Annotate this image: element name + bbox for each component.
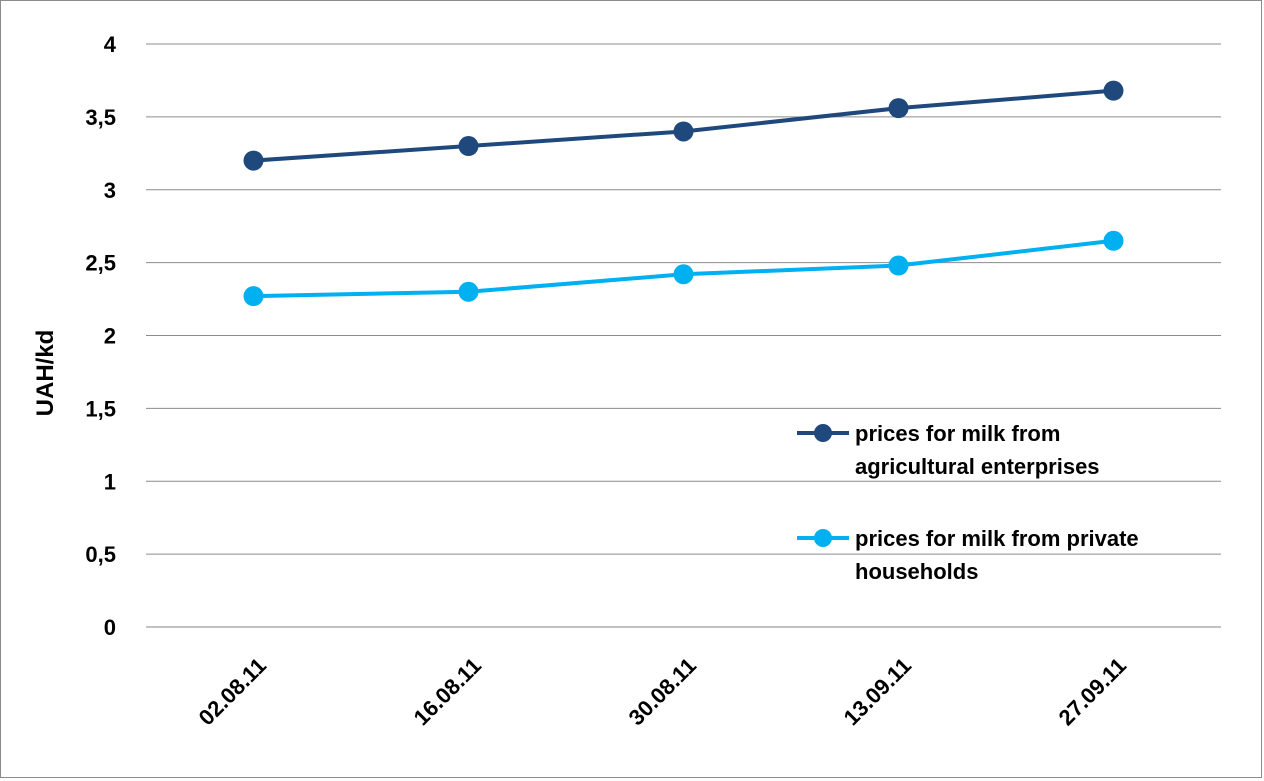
legend-item-2: prices for milk from private households <box>797 526 1139 584</box>
series-1 <box>243 80 1124 171</box>
x-tick-label: 27.09.11 <box>1054 653 1131 730</box>
data-point <box>458 281 479 302</box>
y-tick-label: 2,5 <box>85 251 116 276</box>
y-tick-label: 0 <box>104 615 116 640</box>
legend-label: prices for milk from agricultural enterpr… <box>855 421 1100 479</box>
series-layer <box>243 80 1124 307</box>
x-tick-label: 16.08.11 <box>409 653 486 730</box>
legend-item-1: prices for milk from agricultural enterpr… <box>797 421 1100 479</box>
y-axis-title: UAH/kd <box>32 330 59 417</box>
y-tick-label: 0,5 <box>85 542 116 567</box>
y-tick-label: 4 <box>104 32 117 57</box>
data-point <box>1103 230 1124 251</box>
legend-label: prices for milk from private households <box>855 526 1139 584</box>
legend-marker <box>814 424 832 442</box>
data-point <box>458 136 479 157</box>
x-tick-label: 30.08.11 <box>624 653 701 730</box>
legend: prices for milk from agricultural enterpr… <box>797 421 1139 584</box>
data-point <box>243 286 264 307</box>
data-point <box>673 121 694 142</box>
data-point <box>888 255 909 276</box>
y-tick-label: 3,5 <box>85 105 116 130</box>
x-tick-label: 13.09.11 <box>839 653 916 730</box>
y-tick-label: 2 <box>104 324 116 349</box>
data-point <box>1103 80 1124 101</box>
gridlines <box>146 43 1221 628</box>
x-tick-label: 02.08.11 <box>194 653 271 730</box>
y-tick-label: 1 <box>104 469 116 494</box>
legend-marker <box>814 529 832 547</box>
y-tick-label: 3 <box>104 178 116 203</box>
y-tick-label: 1,5 <box>85 396 116 421</box>
data-point <box>888 98 909 119</box>
data-point <box>673 264 694 285</box>
y-axis-ticks: 0 0,5 1 1,5 2 2,5 3 3,5 4 <box>85 32 116 640</box>
data-point <box>243 150 264 171</box>
series-2 <box>243 230 1124 307</box>
x-axis-ticks: 02.08.11 16.08.11 30.08.11 13.09.11 27.09.11 <box>194 653 1131 730</box>
